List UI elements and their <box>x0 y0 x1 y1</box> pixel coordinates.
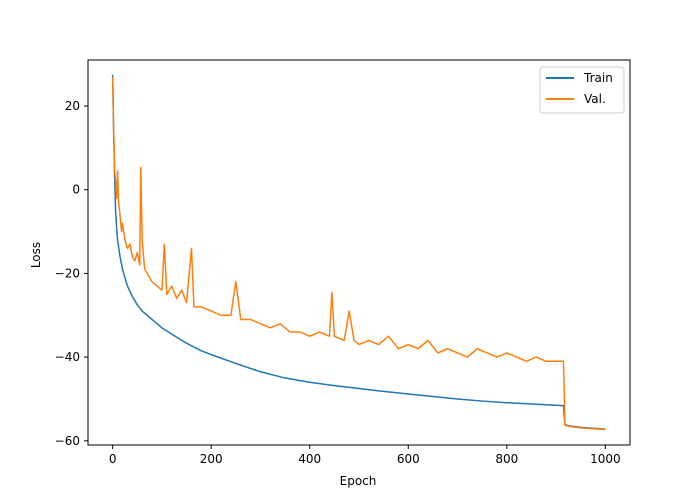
y-axis-title: Loss <box>29 242 43 268</box>
x-tick-label: 200 <box>200 452 223 466</box>
y-tick-label: −20 <box>55 266 80 280</box>
x-tick-label: 400 <box>298 452 321 466</box>
legend: Train Val. <box>539 66 625 114</box>
y-tick-label: 20 <box>65 99 80 113</box>
legend-val-label: Val. <box>584 92 606 106</box>
axes-layer: 0 200 400 600 800 1000 −60 −40 −20 0 20 <box>55 59 631 466</box>
y-tick-label: −60 <box>55 434 80 448</box>
x-axis-title: Epoch <box>340 474 377 488</box>
legend-train-label: Train <box>583 71 613 85</box>
series-line-val <box>111 76 606 431</box>
plot-frame <box>87 59 631 446</box>
y-tick-label: 0 <box>72 183 80 197</box>
y-tick-label: −40 <box>55 350 80 364</box>
plot-layer <box>111 74 606 431</box>
x-tick-label: 1000 <box>590 452 621 466</box>
x-tick-label: 800 <box>495 452 518 466</box>
x-tick-label: 0 <box>109 452 117 466</box>
x-tick-label: 600 <box>397 452 420 466</box>
series-line-train <box>111 74 606 430</box>
